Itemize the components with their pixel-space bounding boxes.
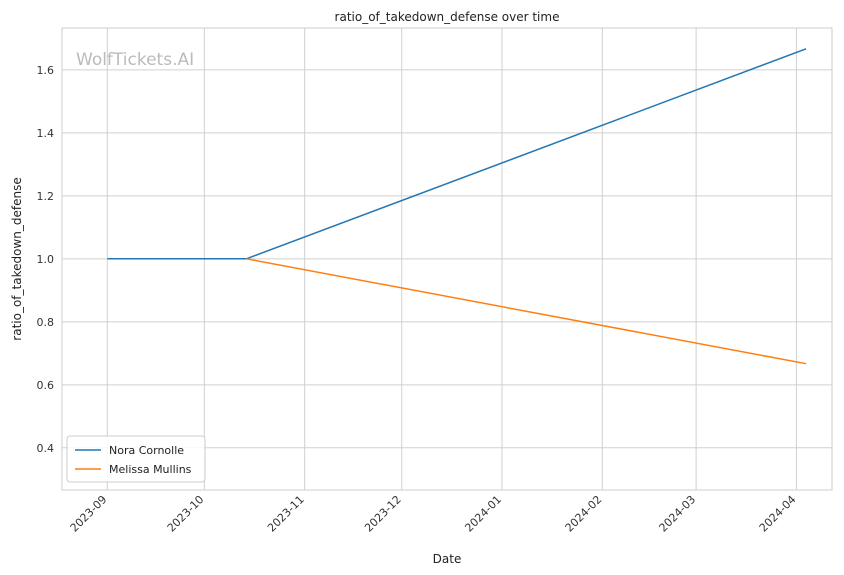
x-tick-label: 2024-04 <box>757 493 799 535</box>
x-axis-title: Date <box>433 552 462 566</box>
legend-label: Melissa Mullins <box>109 463 192 476</box>
legend-box <box>66 435 206 483</box>
x-tick-label: 2024-03 <box>657 493 699 535</box>
y-tick-label: 0.4 <box>37 442 55 455</box>
y-tick-label: 1.2 <box>37 190 55 203</box>
x-tick-label: 2023-10 <box>165 493 207 535</box>
y-tick-label: 0.8 <box>37 316 55 329</box>
x-tick-label: 2023-11 <box>265 493 307 535</box>
chart-title: ratio_of_takedown_defense over time <box>335 10 560 24</box>
y-tick-label: 1.4 <box>37 127 55 140</box>
x-tick-label: 2023-12 <box>362 493 404 535</box>
legend: Nora Cornolle Melissa Mullins <box>66 435 206 483</box>
series-layer <box>107 48 807 365</box>
x-tick-label: 2024-02 <box>563 493 605 535</box>
x-tick-label: 2024-01 <box>462 493 504 535</box>
y-tick-label: 1.0 <box>37 253 55 266</box>
plot-frame <box>61 27 833 491</box>
x-tick-label: 2023-09 <box>68 493 110 535</box>
watermark: WolfTickets.AI <box>76 50 194 70</box>
grid <box>62 28 832 490</box>
legend-label: Nora Cornolle <box>109 444 184 457</box>
y-tick-label: 0.6 <box>37 379 55 392</box>
series-line-1 <box>246 258 807 365</box>
y-tick-label: 1.6 <box>37 64 55 77</box>
y-axis-title: ratio_of_takedown_defense <box>10 177 24 340</box>
